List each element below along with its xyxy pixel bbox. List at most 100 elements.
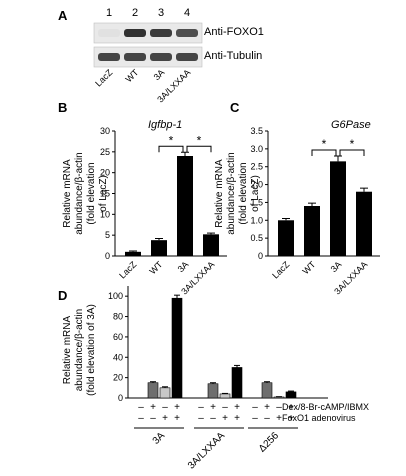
lane-label-lacz: LacZ	[93, 67, 115, 89]
y-tick-label: 20	[100, 168, 110, 178]
bar-3a-lxxaa	[356, 191, 372, 256]
significance-star: *	[322, 137, 327, 151]
y-tick-label: 40	[113, 352, 123, 362]
panel-d-letter: D	[58, 288, 67, 303]
significance-bracket	[339, 149, 365, 156]
category-label-3a: 3A	[176, 259, 191, 274]
band-anti-tubulin-lane-2	[124, 53, 146, 61]
y-tick-label: 0	[258, 251, 263, 261]
western-blots	[93, 22, 203, 68]
dex-sign: +	[210, 402, 216, 413]
dex-sign: –	[222, 402, 228, 413]
band-anti-foxo1-lane-2	[124, 29, 146, 37]
category-label-wt: WT	[147, 259, 164, 276]
foxo1-sign: –	[252, 413, 258, 424]
chart-b: Relative mRNA abundance/β-actin (fold elev…	[62, 126, 227, 296]
group-label-3a-lxxaa: 3A/LXXAA	[186, 430, 227, 471]
band-anti-tubulin-lane-4	[176, 53, 198, 61]
y-tick-label: 15	[100, 189, 110, 199]
significance-bracket	[158, 145, 184, 153]
y-axis-label-line: (fold elevation of 3A)	[86, 304, 97, 396]
bar-3a-lxxaa-condition-2	[207, 383, 219, 399]
foxo1-sign: –	[210, 413, 216, 424]
lane-number: 4	[184, 7, 190, 19]
y-tick-label: 0.5	[250, 233, 263, 243]
dex-sign: +	[150, 402, 156, 413]
panel-c-letter: C	[230, 100, 240, 115]
significance-star: *	[197, 133, 202, 147]
y-tick-label: 1.0	[250, 215, 263, 225]
foxo1-sign: –	[150, 413, 156, 424]
y-tick-label: 3.5	[250, 126, 263, 136]
significance-bracket	[186, 145, 212, 153]
foxo1-sign: +	[288, 413, 294, 424]
y-tick-label: 0	[105, 251, 110, 261]
dex-sign: +	[264, 402, 270, 413]
foxo1-sign: +	[234, 413, 240, 424]
lane-number: 3	[158, 7, 164, 19]
category-label-lacz: LacZ	[270, 259, 292, 281]
lane-numbers: 1 2 3 4	[106, 7, 190, 19]
y-tick-label: 25	[100, 147, 110, 157]
category-label-lacz: LacZ	[117, 259, 139, 281]
bar-3a	[177, 156, 193, 256]
y-tick-label: 2.5	[250, 162, 263, 172]
dex-sign: –	[162, 402, 168, 413]
chart-b-title: Igfbp-1	[148, 119, 182, 131]
y-axis-label-line: of LacZ)	[250, 175, 261, 212]
foxo1-sign: –	[138, 413, 144, 424]
dex-sign: +	[234, 402, 240, 413]
band-anti-foxo1-lane-4	[176, 29, 198, 37]
y-axis-label-line: Relative mRNA	[214, 159, 225, 228]
y-tick-label: 60	[113, 332, 123, 342]
y-tick-label: 2.0	[250, 180, 263, 190]
bar-3a-condition-2	[147, 382, 159, 399]
chart-d: Relative mRNA abundance/β-actin (fold elev…	[62, 286, 369, 472]
band-anti-foxo1-lane-3	[150, 29, 172, 37]
blot-label-foxo1: Anti-FOXO1	[204, 26, 264, 38]
dex-sign: –	[252, 402, 258, 413]
foxo1-sign: –	[264, 413, 270, 424]
y-tick-label: 3.0	[250, 144, 263, 154]
y-axis-label-line: Relative mRNA	[62, 316, 73, 385]
bar-256-condition-2	[261, 382, 273, 399]
blot-strip-anti-tubulin	[93, 46, 203, 68]
bar-3a-lxxaa-condition-4	[231, 367, 243, 399]
row-label-dex: Dex/8-Br-cAMP/IBMX	[282, 402, 369, 412]
y-axis-label-line: abundance/β-actin	[74, 152, 85, 234]
significance-star: *	[169, 133, 174, 147]
y-tick-label: 1.5	[250, 197, 263, 207]
y-axis-label-line: abundance/β-actin	[226, 152, 237, 234]
bar-3a-lxxaa	[203, 234, 219, 256]
band-anti-foxo1-lane-1	[98, 29, 120, 37]
dex-sign: –	[198, 402, 204, 413]
dex-sign: +	[174, 402, 180, 413]
bar-3a	[330, 161, 346, 256]
y-axis-label-line: abundance/β-actin	[74, 309, 85, 391]
y-axis-label-line: (fold elevation	[238, 162, 249, 224]
bar-lacz	[125, 251, 141, 256]
group-label-3a: 3A	[151, 430, 168, 447]
foxo1-sign: –	[198, 413, 204, 424]
y-axis-label-line: (fold elevation	[86, 162, 97, 224]
y-axis-label-line: Relative mRNA	[62, 159, 73, 228]
panel-a-letter: A	[58, 8, 68, 23]
bar-wt	[304, 206, 320, 256]
lane-label-3a: 3A	[152, 67, 167, 82]
y-tick-label: 100	[108, 291, 123, 301]
lane-number: 2	[132, 7, 138, 19]
y-tick-label: 20	[113, 373, 123, 383]
panel-b-letter: B	[58, 100, 67, 115]
bar-3a-condition-3	[159, 387, 171, 399]
foxo1-sign: +	[222, 413, 228, 424]
bar-256-condition-4	[285, 391, 297, 399]
y-tick-label: 80	[113, 312, 123, 322]
y-axis-label-line: of LacZ)	[98, 175, 109, 212]
dex-sign: –	[138, 402, 144, 413]
blot-label-tubulin: Anti-Tubulin	[204, 50, 262, 62]
lane-label-wt: WT	[123, 67, 140, 84]
y-tick-label: 10	[100, 209, 110, 219]
bar-wt	[151, 240, 167, 256]
